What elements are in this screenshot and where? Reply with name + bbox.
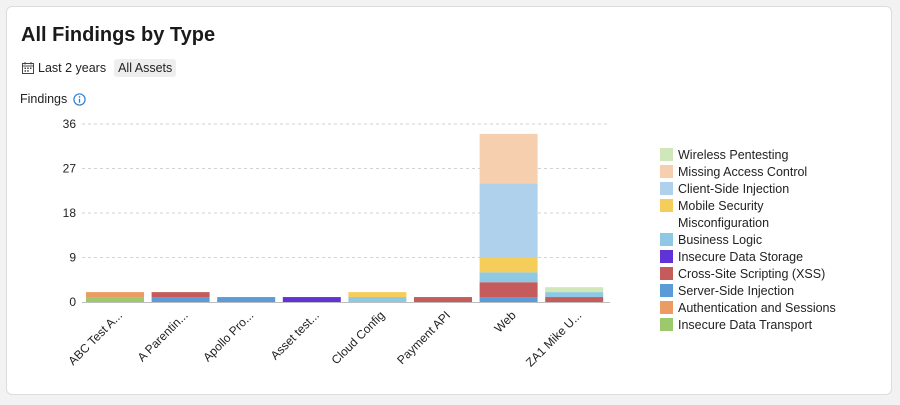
legend-item[interactable]: Missing Access Control <box>660 163 836 180</box>
legend-swatch <box>660 267 673 280</box>
legend-item[interactable]: Client-Side Injection <box>660 180 836 197</box>
legend-swatch <box>660 301 673 314</box>
bar-segment <box>545 287 604 293</box>
legend-swatch <box>660 199 673 212</box>
legend-swatch <box>660 165 673 178</box>
bar-segment <box>479 183 538 258</box>
x-tick-label: Web <box>492 308 519 335</box>
y-axis-title-row: Findings <box>20 92 86 106</box>
bar-segment <box>86 297 144 302</box>
legend-swatch <box>660 216 673 229</box>
bar-segment <box>545 292 604 298</box>
date-range-label: Last 2 years <box>38 61 107 75</box>
x-tick-label: Apollo Pro... <box>200 308 256 364</box>
legend-label: Misconfiguration <box>678 215 770 230</box>
legend-swatch <box>660 250 673 263</box>
legend-item[interactable]: Cross-Site Scripting (XSS) <box>660 265 836 282</box>
y-axis-title: Findings <box>20 92 68 106</box>
legend-item[interactable]: Authentication and Sessions <box>660 299 836 316</box>
legend-swatch <box>660 182 673 195</box>
legend-item[interactable]: Wireless Pentesting <box>660 146 836 163</box>
legend-label: Insecure Data Transport <box>678 317 813 332</box>
bar-segment <box>479 297 538 302</box>
bar-segment <box>282 297 341 302</box>
bar-segment <box>151 292 210 298</box>
y-tick-label: 27 <box>63 162 77 176</box>
bar-segment <box>479 257 538 273</box>
legend-item[interactable]: Business Logic <box>660 231 836 248</box>
legend-label: Wireless Pentesting <box>678 147 789 162</box>
x-tick-label: Payment API <box>394 308 453 367</box>
x-tick-label: Cloud Config <box>329 308 388 367</box>
x-tick-label: ABC Test A... <box>65 308 125 368</box>
legend-item[interactable]: Misconfiguration <box>660 214 836 231</box>
legend-label: Mobile Security <box>678 198 764 213</box>
y-tick-label: 18 <box>63 206 77 220</box>
bar-segment <box>86 292 144 298</box>
bar-segment <box>414 297 472 302</box>
y-tick-label: 9 <box>69 251 76 265</box>
chart-title: All Findings by Type <box>21 24 216 46</box>
legend-label: Client-Side Injection <box>678 181 790 196</box>
info-icon[interactable] <box>73 92 86 106</box>
legend-label: Authentication and Sessions <box>678 300 836 315</box>
legend-item[interactable]: Insecure Data Storage <box>660 248 836 265</box>
calendar-icon <box>22 62 34 74</box>
legend-label: Business Logic <box>678 232 763 247</box>
legend-item[interactable]: Mobile Security <box>660 197 836 214</box>
x-tick-label: A Parentin... <box>135 308 191 364</box>
bar-segment <box>479 282 538 298</box>
y-tick-label: 36 <box>63 117 77 131</box>
legend-item[interactable]: Server-Side Injection <box>660 282 836 299</box>
x-tick-label: Asset test... <box>268 308 322 362</box>
bar-segment <box>348 297 407 302</box>
legend-label: Server-Side Injection <box>678 283 795 298</box>
bar-segment <box>348 292 407 298</box>
filter-bar: Last 2 years All Assets <box>20 59 177 77</box>
x-tick-label: ZA1 Mike U... <box>523 308 584 369</box>
bar-segment <box>217 297 276 302</box>
y-tick-label: 0 <box>69 295 76 309</box>
assets-filter[interactable]: All Assets <box>114 59 177 77</box>
legend-item[interactable]: Insecure Data Transport <box>660 316 836 333</box>
bar-segment <box>151 297 210 302</box>
date-range-filter[interactable]: Last 2 years <box>20 59 108 77</box>
legend-swatch <box>660 233 673 246</box>
legend-swatch <box>660 284 673 297</box>
legend-label: Insecure Data Storage <box>678 249 804 264</box>
legend-label: Cross-Site Scripting (XSS) <box>678 266 826 281</box>
bar-segment <box>479 272 538 283</box>
bar-segment <box>545 297 604 302</box>
legend-swatch <box>660 148 673 161</box>
chart-legend: Wireless Pentesting Missing Access Contro… <box>660 146 836 333</box>
legend-swatch <box>660 318 673 331</box>
bar-segment <box>479 133 538 184</box>
legend-label: Missing Access Control <box>678 164 808 179</box>
